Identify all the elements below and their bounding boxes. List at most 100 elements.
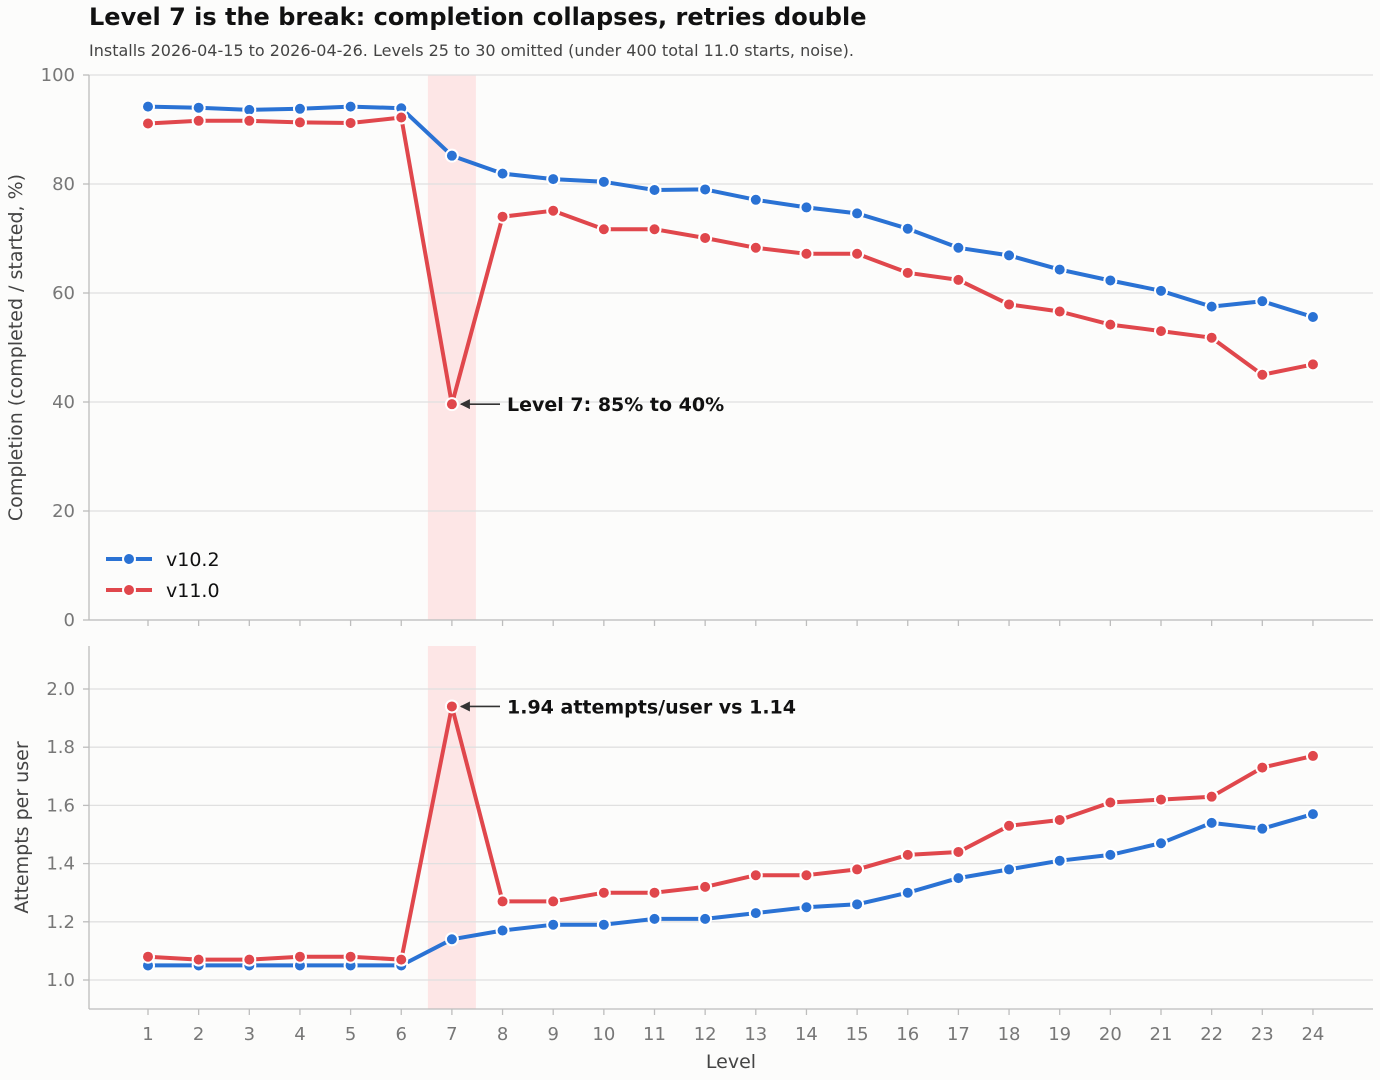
data-point-v10.2: [748, 906, 763, 921]
data-point-v10.2: [546, 917, 561, 932]
data-point-v11.0: [698, 230, 713, 245]
data-point-v11.0: [850, 862, 865, 877]
y-tick-label: 1.0: [46, 970, 75, 991]
x-tick-label: 2: [193, 1024, 204, 1045]
data-point-v10.2: [596, 917, 611, 932]
data-point-v11.0: [596, 885, 611, 900]
y-tick-label: 60: [52, 283, 75, 304]
data-point-v11.0: [1002, 297, 1017, 312]
data-point-v10.2: [900, 885, 915, 900]
x-tick-label: 6: [396, 1024, 407, 1045]
x-tick-label: 8: [497, 1024, 508, 1045]
legend-label-v10.2: v10.2: [166, 549, 220, 571]
y-tick-label: 20: [52, 501, 75, 522]
x-tick-label: 19: [1048, 1024, 1071, 1045]
y-tick-label: 1.8: [46, 737, 75, 758]
x-tick-label: 18: [998, 1024, 1021, 1045]
x-tick-label: 7: [446, 1024, 457, 1045]
data-point-v10.2: [1255, 821, 1270, 836]
data-point-v10.2: [292, 101, 307, 116]
x-axis: 1 2 3 4 5 6 7 8 9 10 11 12 13 14 15 16 17 18 19 20 21 22 23 24: [142, 1024, 1324, 1045]
data-point-v10.2: [1052, 262, 1067, 277]
data-point-v11.0: [444, 699, 459, 714]
data-point-v11.0: [292, 949, 307, 964]
x-tick-label: 22: [1200, 1024, 1223, 1045]
y-tick-label: 40: [52, 392, 75, 413]
legend: v10.2 v11.0: [106, 549, 220, 602]
x-axis-label: Level: [706, 1051, 756, 1073]
completion-panel: 0 20 40 60 80 100 Completion (completed / star…: [5, 65, 1373, 631]
x-tick-label: 24: [1301, 1024, 1324, 1045]
data-point-v10.2: [1154, 836, 1168, 851]
data-point-v10.2: [951, 871, 966, 886]
data-point-v10.2: [1103, 847, 1118, 862]
x-tick-label: 12: [694, 1024, 717, 1045]
data-point-v11.0: [850, 246, 865, 261]
data-point-v10.2: [444, 932, 459, 947]
x-tick-label: 1: [142, 1024, 153, 1045]
x-tick-label: 11: [643, 1024, 666, 1045]
y-axis-label: Attempts per user: [11, 741, 33, 913]
data-point-v11.0: [799, 246, 814, 261]
x-tick-label: 3: [244, 1024, 255, 1045]
data-point-v11.0: [596, 222, 611, 237]
data-point-v11.0: [647, 222, 662, 237]
data-point-v11.0: [1002, 818, 1017, 833]
data-point-v11.0: [343, 949, 358, 964]
data-point-v11.0: [242, 113, 257, 128]
data-point-v11.0: [951, 272, 966, 287]
data-point-v11.0: [1305, 357, 1320, 372]
data-point-v11.0: [900, 265, 915, 280]
data-point-v10.2: [444, 148, 459, 163]
y-tick-label: 1.2: [46, 912, 75, 933]
x-tick-label: 14: [795, 1024, 818, 1045]
data-point-v10.2: [799, 200, 814, 215]
x-tick-label: 20: [1099, 1024, 1122, 1045]
data-point-v11.0: [900, 847, 915, 862]
data-point-v10.2: [1204, 815, 1219, 830]
data-point-v10.2: [495, 923, 510, 938]
x-tick-label: 9: [547, 1024, 558, 1045]
y-tick-label: 0: [64, 610, 75, 631]
data-point-v11.0: [141, 949, 155, 964]
series-line-v11.0: [147, 704, 1314, 962]
data-point-v10.2: [900, 221, 915, 236]
annotation-arrowhead: [459, 701, 470, 712]
data-point-v10.2: [1052, 853, 1067, 868]
data-point-v11.0: [1255, 760, 1270, 775]
data-point-v11.0: [394, 110, 409, 125]
data-point-v11.0: [951, 844, 966, 859]
x-tick-label: 10: [592, 1024, 615, 1045]
y-axis-label: Completion (completed / started, %): [5, 174, 27, 521]
data-point-v10.2: [191, 100, 206, 115]
data-point-v11.0: [141, 116, 155, 131]
data-point-v11.0: [1154, 324, 1168, 339]
data-point-v11.0: [1103, 317, 1118, 332]
legend-marker-v11.0: [122, 583, 136, 597]
data-point-v11.0: [1305, 748, 1320, 763]
y-tick-label: 80: [52, 174, 75, 195]
data-point-v11.0: [1154, 792, 1168, 807]
data-point-v10.2: [647, 911, 662, 926]
data-point-v10.2: [343, 99, 358, 114]
data-point-v11.0: [1255, 367, 1270, 382]
x-tick-label: 16: [896, 1024, 919, 1045]
data-point-v11.0: [748, 240, 763, 255]
y-tick-label: 1.4: [46, 854, 75, 875]
data-point-v11.0: [1052, 812, 1067, 827]
data-point-v10.2: [1002, 248, 1017, 263]
x-tick-label: 17: [947, 1024, 970, 1045]
series-line-v10.2: [147, 104, 1314, 319]
data-point-v11.0: [748, 868, 763, 883]
attempts-panel: 1.0 1.2 1.4 1.6 1.8 2.0 Attempts per user 1.94 …: [11, 646, 1373, 1015]
legend-marker-v10.2: [122, 552, 136, 566]
data-point-v10.2: [495, 166, 510, 181]
data-point-v10.2: [596, 174, 611, 189]
data-point-v10.2: [1305, 807, 1320, 822]
annotation-arrowhead: [459, 399, 470, 410]
chart-title: Level 7 is the break: completion collaps…: [89, 3, 867, 31]
data-point-v11.0: [191, 113, 206, 128]
data-point-v10.2: [141, 99, 155, 114]
data-point-v10.2: [1305, 309, 1320, 324]
